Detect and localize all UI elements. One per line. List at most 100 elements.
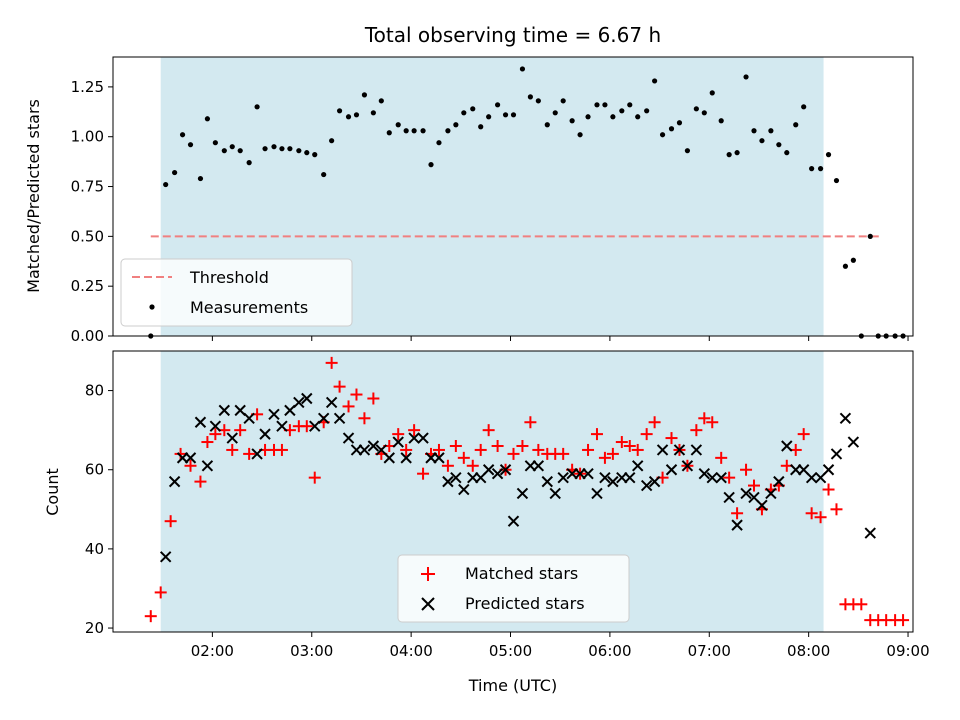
- matched-star-point: [449, 439, 462, 452]
- measurement-point: [718, 118, 724, 124]
- predicted-star-point: [591, 487, 603, 500]
- predicted-star-point: [723, 491, 735, 504]
- predicted-star-point: [408, 432, 420, 444]
- predicted-star-point: [251, 448, 263, 460]
- y-tick-label: 60: [85, 461, 104, 479]
- measurement-point: [494, 102, 501, 108]
- measurement-point: [163, 181, 169, 188]
- matched-star-point: [408, 424, 421, 437]
- predicted-star-point: [201, 460, 214, 472]
- matched-star-point: [234, 424, 247, 437]
- predicted-star-point: [740, 487, 752, 500]
- measurement-point: [809, 166, 815, 172]
- measurement-point: [610, 114, 616, 120]
- predicted-star-point: [499, 464, 512, 476]
- matched-star-point: [747, 479, 760, 492]
- predicted-star-point: [194, 416, 207, 428]
- matched-star-point: [201, 436, 214, 449]
- measurement-point: [569, 118, 575, 124]
- x-tick-label: 02:00: [191, 642, 234, 660]
- matched-star-point: [640, 428, 653, 441]
- matched-star-point: [615, 436, 628, 449]
- legend-measurements-label: Measurements: [190, 298, 308, 317]
- measurement-point: [254, 104, 260, 110]
- measurement-point: [676, 120, 683, 126]
- matched-star-point: [358, 412, 371, 425]
- matched-star-point: [516, 439, 529, 452]
- measurement-point: [212, 140, 218, 146]
- bottom-axis-ticks: 02:00 03:00 04:00 05:00 06:00 07:00 08:00 09:00…: [85, 382, 930, 660]
- measurement-point: [179, 132, 186, 138]
- measurement-point: [817, 166, 824, 172]
- matched-star-point: [441, 459, 454, 472]
- matched-star-point: [805, 507, 818, 520]
- measurement-point: [751, 128, 757, 134]
- measurement-point: [544, 122, 550, 128]
- measurement-point: [644, 108, 650, 114]
- measurement-point: [527, 94, 533, 100]
- measurement-point: [420, 128, 426, 134]
- matched-star-point: [325, 356, 338, 369]
- predicted-star-point: [293, 396, 305, 409]
- measurement-point: [246, 160, 252, 166]
- measurement-point: [353, 112, 360, 118]
- predicted-star-point: [333, 412, 346, 424]
- x-tick-label: 04:00: [390, 642, 433, 660]
- matched-star-point: [275, 443, 288, 456]
- predicted-star-point: [482, 464, 495, 476]
- measurement-point: [445, 128, 451, 134]
- matched-star-point: [392, 428, 405, 441]
- x-tick-label: 06:00: [588, 642, 631, 660]
- matched-star-point: [715, 451, 728, 464]
- predicted-star-point: [276, 420, 288, 432]
- measurement-point: [279, 146, 285, 152]
- measurement-point: [403, 128, 409, 134]
- measurement-point: [345, 114, 352, 120]
- matched-star-point: [144, 610, 157, 623]
- matched-star-point: [723, 471, 736, 484]
- matched-star-point: [367, 392, 380, 405]
- measurement-point: [237, 148, 243, 154]
- matched-star-point: [690, 424, 703, 437]
- measurement-point: [701, 110, 707, 116]
- matched-star-point: [822, 483, 835, 496]
- measurement-point: [378, 98, 384, 104]
- measurement-point: [336, 108, 343, 114]
- measurement-point: [204, 116, 211, 122]
- measurement-point: [659, 132, 666, 138]
- measurement-point: [560, 98, 566, 104]
- matched-star-point: [174, 447, 187, 460]
- predicted-star-point: [805, 471, 818, 484]
- measurement-point: [776, 142, 782, 148]
- legend-threshold-label: Threshold: [189, 268, 269, 287]
- y-tick-label: 80: [85, 382, 104, 400]
- measurement-point: [684, 148, 691, 154]
- measurement-point: [304, 150, 310, 156]
- measurement-point: [602, 102, 608, 108]
- top-axes-frame: [112, 56, 914, 337]
- matched-star-point: [797, 428, 810, 441]
- predicted-star-point: [549, 487, 561, 500]
- measurement-point: [627, 102, 633, 108]
- measurement-point: [296, 148, 302, 154]
- predicted-star-point: [317, 412, 330, 424]
- y-tick-label: 0.00: [71, 327, 104, 345]
- predicted-star-point: [417, 432, 429, 444]
- measurement-point: [552, 110, 558, 116]
- measurement-point: [867, 233, 873, 239]
- predicted-star-point: [706, 471, 718, 484]
- predicted-star-point: [781, 440, 793, 452]
- bottom-panel: 02:00 03:00 04:00 05:00 06:00 07:00 08:00 09:00…: [43, 350, 930, 695]
- x-tick-label: 09:00: [886, 642, 929, 660]
- x-tick-label: 07:00: [688, 642, 731, 660]
- measurement-point: [221, 148, 227, 154]
- matched-star-point: [524, 416, 537, 429]
- matched-star-point: [333, 380, 346, 393]
- predicted-star-point: [309, 420, 321, 432]
- matched-star-point: [532, 443, 545, 456]
- predicted-star-point: [599, 471, 611, 484]
- matched-star-point: [706, 416, 719, 429]
- matched-star-point: [226, 443, 239, 456]
- x-tick-label: 03:00: [290, 642, 333, 660]
- matched-star-point: [897, 614, 910, 627]
